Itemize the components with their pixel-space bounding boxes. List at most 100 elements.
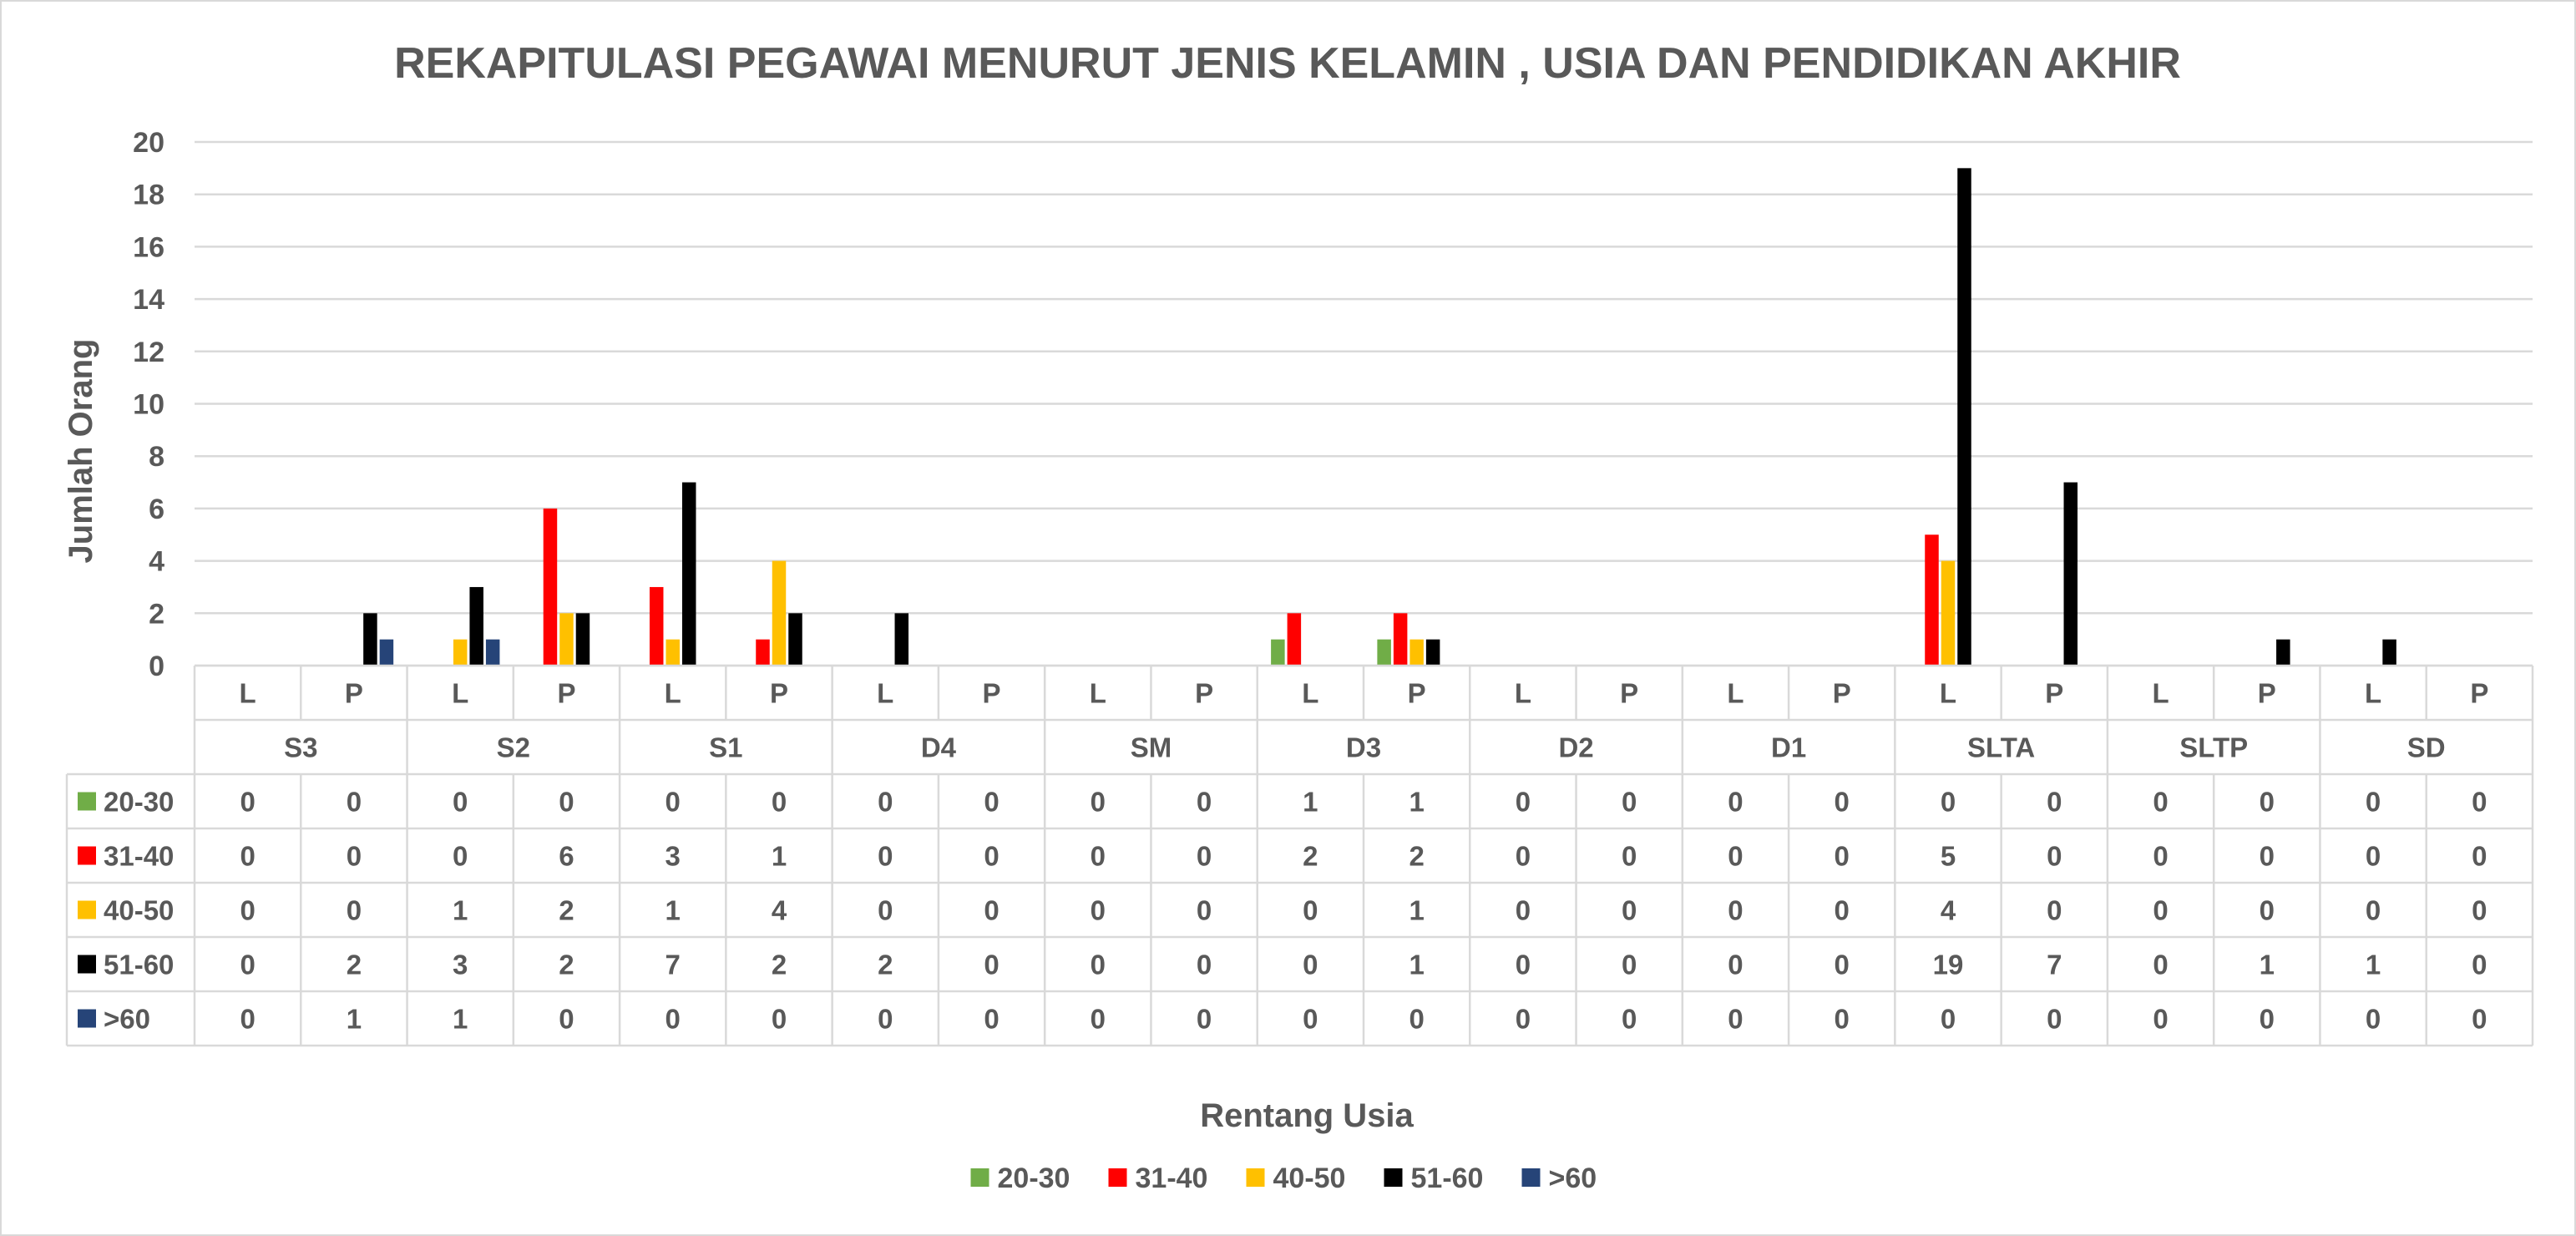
data-label: 0 xyxy=(878,895,893,926)
y-tick-label: 4 xyxy=(149,546,164,578)
y-tick-label: 14 xyxy=(133,284,164,316)
table-series-label: 20-30 xyxy=(104,787,174,818)
data-label: 7 xyxy=(2047,950,2062,980)
data-label: 0 xyxy=(1622,950,1637,980)
y-tick-label: 20 xyxy=(133,127,164,159)
data-label: 0 xyxy=(240,950,255,980)
x-subcategory-label: P xyxy=(345,678,363,709)
x-subcategory-label: L xyxy=(240,678,256,709)
y-tick-label: 18 xyxy=(133,180,164,211)
bar-s1-l xyxy=(666,639,680,666)
data-label: 0 xyxy=(2047,895,2062,926)
data-label: 0 xyxy=(2366,787,2381,818)
table-series-label: >60 xyxy=(104,1004,150,1035)
data-label: 0 xyxy=(2260,895,2275,926)
legend-key xyxy=(1246,1168,1265,1187)
data-label: 0 xyxy=(1516,841,1531,872)
y-axis-title: Jumlah Orang xyxy=(63,339,99,564)
x-subcategory-label: L xyxy=(1515,678,1531,709)
table-series-label: 31-40 xyxy=(104,841,174,872)
data-label: 0 xyxy=(984,950,999,980)
data-label: 0 xyxy=(1197,787,1212,818)
table-legend-key xyxy=(78,900,96,919)
data-label: 0 xyxy=(2472,950,2487,980)
x-subcategory-label: L xyxy=(452,678,468,709)
bars xyxy=(363,168,2396,666)
data-label: 5 xyxy=(1941,841,1956,872)
data-label: 0 xyxy=(772,787,787,818)
data-label: 0 xyxy=(1091,787,1106,818)
data-label: 2 xyxy=(347,950,362,980)
legend-key xyxy=(970,1168,989,1187)
bar-slta-l xyxy=(1941,560,1956,666)
data-label: 0 xyxy=(1091,1004,1106,1035)
y-tick-labels: 0 2 4 6 8 10 12 14 16 18 20 xyxy=(133,127,164,682)
data-label: 0 xyxy=(240,787,255,818)
y-tick-label: 8 xyxy=(149,441,164,473)
bar-s3-p xyxy=(379,639,394,666)
bar-d3-l xyxy=(1287,613,1302,666)
data-label: 2 xyxy=(1409,841,1424,872)
data-label: 0 xyxy=(878,787,893,818)
bar-s1-p xyxy=(756,639,770,666)
bar-d3-p xyxy=(1409,639,1424,666)
data-label: 2 xyxy=(559,950,574,980)
y-tick-label: 2 xyxy=(149,598,164,630)
data-label: 0 xyxy=(1835,841,1850,872)
x-subcategory-label: P xyxy=(2470,678,2488,709)
data-label: 1 xyxy=(1303,787,1318,818)
data-label: 0 xyxy=(453,787,468,818)
bar-slta-l xyxy=(1957,168,1971,666)
bar-sd-l xyxy=(2382,639,2396,666)
x-group-label: S1 xyxy=(709,732,742,763)
x-subcategory-label: P xyxy=(770,678,788,709)
x-subcategory-label: P xyxy=(1833,678,1851,709)
table-legend-key xyxy=(78,846,96,865)
bar-s2-p xyxy=(543,508,558,666)
data-label: 0 xyxy=(240,895,255,926)
x-subcategory-label: P xyxy=(1408,678,1426,709)
data-label: 0 xyxy=(666,787,681,818)
x-subcategory-label: P xyxy=(557,678,575,709)
data-label: 1 xyxy=(772,841,787,872)
bar-s2-p xyxy=(575,613,590,666)
data-label: 0 xyxy=(984,841,999,872)
data-label: 0 xyxy=(2472,841,2487,872)
data-label: 0 xyxy=(2047,787,2062,818)
data-label: 0 xyxy=(1091,950,1106,980)
bar-slta-p xyxy=(2063,482,2078,666)
data-label: 0 xyxy=(1091,841,1106,872)
x-subcategory-label: P xyxy=(2258,678,2276,709)
data-label: 0 xyxy=(1516,950,1531,980)
x-subcategory-label: L xyxy=(1940,678,1956,709)
data-label: 0 xyxy=(240,1004,255,1035)
x-group-label: D3 xyxy=(1346,732,1381,763)
data-label: 0 xyxy=(1197,1004,1212,1035)
legend-key xyxy=(1521,1168,1541,1187)
bar-d3-p xyxy=(1377,639,1391,666)
data-label: 1 xyxy=(453,895,468,926)
data-label: 0 xyxy=(1622,841,1637,872)
data-label: 0 xyxy=(2472,1004,2487,1035)
data-label: 0 xyxy=(2153,895,2168,926)
y-tick-label: 6 xyxy=(149,494,164,525)
data-label: 0 xyxy=(2472,895,2487,926)
x-group-label: SLTA xyxy=(1967,732,2035,763)
y-tick-label: 16 xyxy=(133,231,164,263)
bar-s2-l xyxy=(453,639,468,666)
data-label: 0 xyxy=(1303,950,1318,980)
data-label: 0 xyxy=(1303,1004,1318,1035)
legend-label: 20-30 xyxy=(998,1163,1070,1194)
data-label: 7 xyxy=(666,950,681,980)
data-label: 0 xyxy=(1728,841,1743,872)
x-group-label: S2 xyxy=(497,732,530,763)
data-label: 0 xyxy=(347,787,362,818)
data-label: 0 xyxy=(347,895,362,926)
data-label: 0 xyxy=(772,1004,787,1035)
data-label: 0 xyxy=(2472,787,2487,818)
data-label: 0 xyxy=(2153,787,2168,818)
data-label: 1 xyxy=(2366,950,2381,980)
data-label: 0 xyxy=(1091,895,1106,926)
x-group-label: SD xyxy=(2407,732,2446,763)
